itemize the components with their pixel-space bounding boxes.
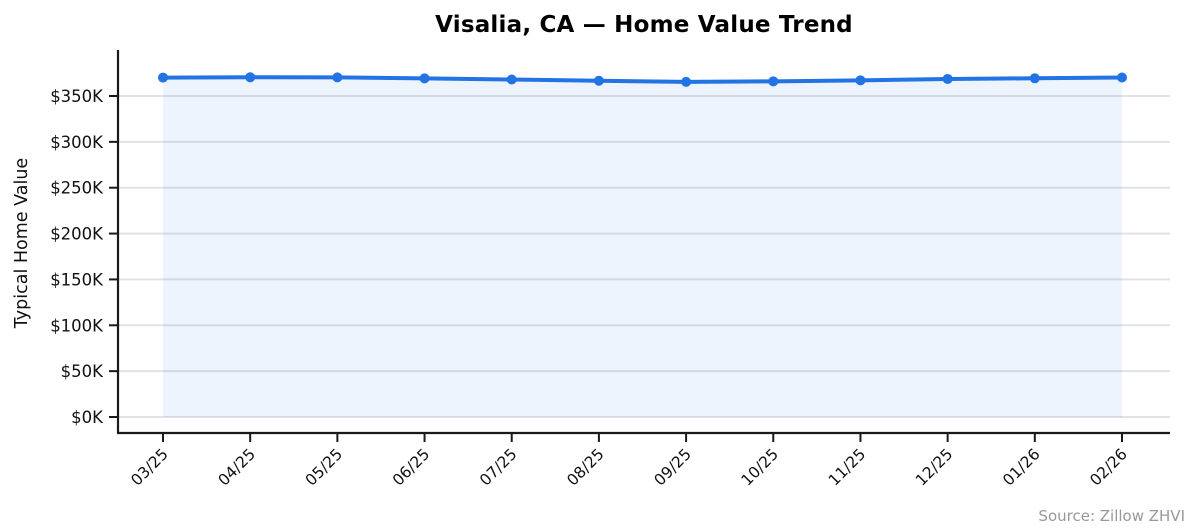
y-tick-label: $350K	[50, 87, 104, 106]
data-point	[593, 75, 604, 86]
data-point	[1029, 73, 1040, 84]
data-point	[768, 76, 779, 87]
data-point	[855, 75, 866, 86]
y-tick-label: $50K	[61, 362, 104, 381]
data-point	[332, 72, 343, 83]
x-tick-label: 12/25	[912, 445, 956, 489]
trend-line	[161, 75, 1124, 84]
data-point	[1117, 72, 1127, 83]
y-tick-label: $150K	[50, 270, 104, 289]
x-tick-label: 10/25	[738, 445, 782, 489]
data-point	[506, 74, 517, 85]
y-axis-label: Typical Home Value	[12, 157, 32, 329]
x-tick-label: 05/25	[302, 445, 346, 489]
x-tick-label: 07/25	[476, 445, 520, 489]
x-tick-label: 09/25	[651, 445, 695, 489]
x-tick-label: 11/25	[825, 445, 869, 489]
y-tick-label: $300K	[50, 133, 104, 152]
y-tick-label: $200K	[50, 225, 104, 244]
x-tick-label: 01/26	[999, 445, 1043, 489]
chart-title: Visalia, CA — Home Value Trend	[435, 12, 853, 38]
area-fill	[163, 77, 1122, 417]
x-tick-label: 04/25	[215, 445, 259, 489]
x-tick-label: 08/25	[563, 445, 607, 489]
data-point	[942, 73, 953, 84]
data-point	[245, 72, 256, 83]
data-point	[419, 73, 430, 84]
x-tick-label: 02/26	[1087, 445, 1131, 489]
source-note: Source: Zillow ZHVI	[1038, 507, 1185, 525]
data-point	[158, 72, 168, 83]
x-tick-label: 03/25	[128, 445, 172, 489]
x-tick-label: 06/25	[389, 445, 433, 489]
data-point	[681, 76, 692, 87]
y-tick-label: $250K	[50, 179, 104, 198]
y-tick-label: $0K	[71, 408, 104, 427]
y-tick-label: $100K	[50, 316, 104, 335]
